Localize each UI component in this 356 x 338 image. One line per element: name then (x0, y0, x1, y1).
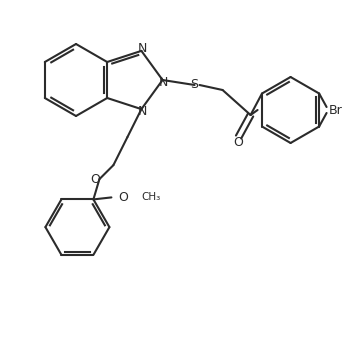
Text: N: N (138, 105, 147, 118)
Text: N: N (138, 42, 147, 55)
Text: CH₃: CH₃ (141, 192, 161, 202)
Text: S: S (190, 78, 199, 92)
Text: O: O (234, 137, 244, 149)
Text: O: O (90, 173, 100, 186)
Text: O: O (119, 191, 129, 204)
Text: Br: Br (329, 103, 342, 117)
Text: N: N (159, 75, 168, 89)
